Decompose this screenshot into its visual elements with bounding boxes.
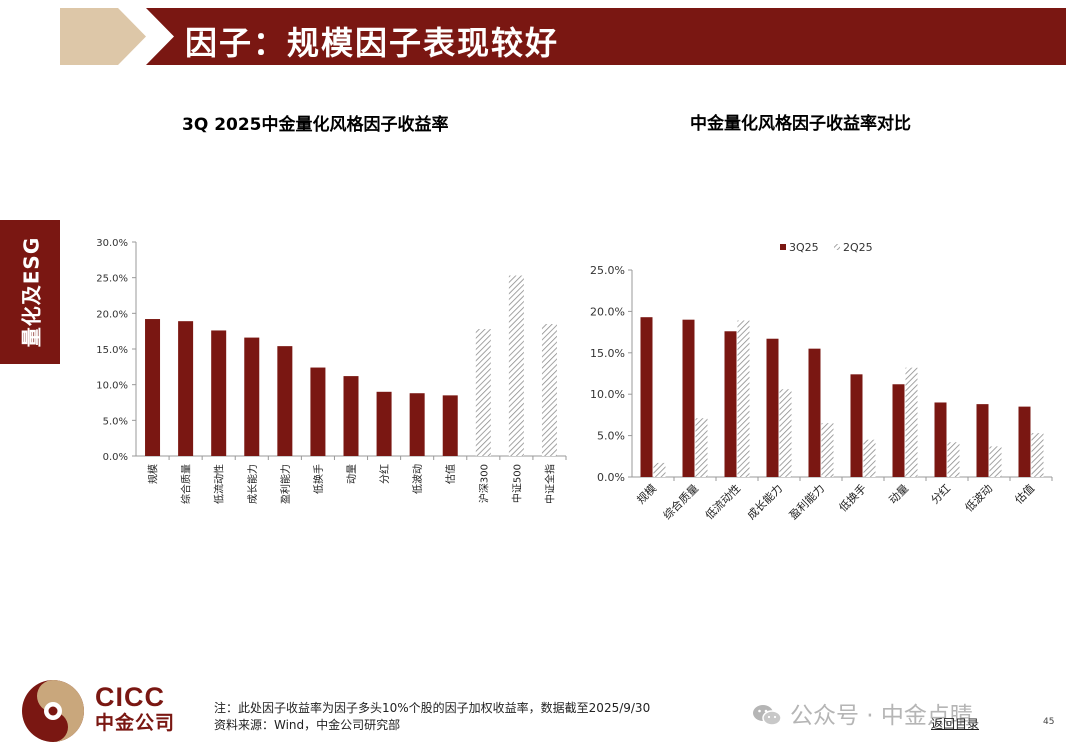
- chart2-factor-returns-comparison: 3Q25 2Q25 0.0% 5.0% 10.0% 15.0% 20.0% 25.0% 规模 综合…: [590, 241, 1053, 522]
- chart1-bar: [145, 319, 161, 456]
- chart2-x-label: 成长能力: [744, 481, 785, 522]
- chart1-bar: [211, 330, 227, 456]
- chart2-x-label: 低波动: [963, 482, 996, 515]
- chart1-x-label: 低换手: [312, 464, 325, 494]
- chart2-x-label: 估值: [1012, 482, 1037, 507]
- chart2-bar-2q25: [1031, 433, 1044, 477]
- cicc-logo-icon: [22, 680, 84, 742]
- chart1-bar: [310, 367, 326, 456]
- data-source: 资料来源：Wind，中金公司研究部: [214, 718, 401, 732]
- chart1-x-label: 沪深300: [477, 464, 490, 503]
- chart1-bar: [244, 337, 260, 456]
- chart2-y-tick-label: 15.0%: [590, 347, 625, 360]
- chart2-bar-3q25: [850, 374, 863, 477]
- chart2-x-label: 分红: [928, 482, 953, 507]
- chart2-bar-2q25: [905, 367, 918, 477]
- chart1-bar: [541, 324, 557, 456]
- logo-text-cn: 中金公司: [95, 712, 176, 734]
- back-to-contents-link[interactable]: 返回目录: [931, 717, 980, 731]
- chart1-y-tick-label: 25.0%: [96, 274, 128, 285]
- watermark-text: 公众号 · 中金点睛: [790, 703, 973, 729]
- chart2-bar-2q25: [989, 446, 1002, 477]
- chart1-y-tick-label: 20.0%: [96, 309, 128, 320]
- chart1-y-tick-label: 15.0%: [96, 345, 128, 356]
- chart1-y-tick-label: 0.0%: [103, 452, 128, 463]
- title-bar: 因子：规模因子表现较好: [0, 8, 1066, 65]
- chart2-x-label: 盈利能力: [786, 481, 827, 522]
- logo-text-en: CICC: [95, 682, 165, 712]
- chart1-x-label: 低波动: [411, 464, 424, 494]
- chart1-x-label: 盈利能力: [279, 464, 292, 504]
- chart1-x-label: 中证全指: [543, 464, 556, 504]
- chart2-bar-3q25: [976, 404, 989, 477]
- chart2-bar-3q25: [934, 402, 947, 477]
- chart2-bar-3q25: [808, 348, 821, 477]
- chart1-x-label: 低流动性: [213, 464, 226, 504]
- chart2-y-tick-label: 0.0%: [597, 471, 625, 484]
- chart1-y-tick-label: 30.0%: [96, 238, 128, 249]
- chart2-legend-label-2q25: 2Q25: [843, 241, 873, 254]
- chart2-legend-label-3q25: 3Q25: [789, 241, 819, 254]
- chart2-bar-3q25: [766, 338, 779, 477]
- chart2-bar-3q25: [892, 384, 905, 477]
- chart2-bar-2q25: [947, 442, 960, 477]
- chart2-x-label: 规模: [634, 481, 659, 506]
- chart2-bar-3q25: [1018, 406, 1031, 477]
- chart2-bar-2q25: [821, 423, 834, 477]
- chart1-bar: [376, 391, 392, 456]
- chart1-x-label: 规模: [147, 464, 160, 484]
- chart1-x-label: 分红: [378, 464, 391, 484]
- chart2-y-tick-label: 10.0%: [590, 388, 625, 401]
- watermark: 公众号 · 中金点睛: [752, 696, 973, 730]
- chart2-bar-2q25: [737, 320, 750, 477]
- chart2-bar-3q25: [682, 319, 695, 477]
- chart2-bar-2q25: [653, 462, 666, 477]
- chart2-bar-2q25: [779, 389, 792, 477]
- chart2-y-tick-label: 25.0%: [590, 264, 625, 277]
- chart2-legend-swatch-3q25: [780, 244, 786, 250]
- chart1-factor-returns: 0.0% 5.0% 10.0% 15.0% 20.0% 25.0% 30.0% 规模 综合质量 低…: [96, 238, 567, 504]
- chart2-title: 中金量化风格因子收益率对比: [690, 114, 911, 134]
- footnote: 注：此处因子收益率为因子多头10%个股的因子加权收益率，数据截至2025/9/3…: [214, 701, 651, 715]
- chart1-bar: [277, 346, 293, 456]
- chart1-x-label: 成长能力: [246, 464, 259, 504]
- chart1-x-label: 中证500: [510, 464, 523, 503]
- chart1-bar: [409, 393, 425, 456]
- chart2-x-label: 动量: [886, 482, 911, 507]
- chart2-y-tick-label: 20.0%: [590, 305, 625, 318]
- chart1-x-label: 动量: [346, 464, 358, 484]
- chart1-y-tick-label: 5.0%: [103, 416, 128, 427]
- chart1-y-tick-label: 10.0%: [96, 381, 128, 392]
- chart1-x-label: 综合质量: [180, 464, 193, 504]
- chart2-x-label: 低流动性: [702, 481, 743, 522]
- chart2-bar-2q25: [863, 439, 876, 477]
- side-section-tab-label: 量化及ESG: [19, 236, 44, 348]
- page-title: 因子：规模因子表现较好: [185, 24, 560, 62]
- chart2-x-label: 低换手: [836, 481, 869, 514]
- title-bar-shape: [60, 8, 1066, 65]
- chart1-title: 3Q 2025中金量化风格因子收益率: [182, 115, 449, 135]
- chart2-y-tick-label: 5.0%: [597, 430, 625, 443]
- chart1-x-label: 估值: [444, 464, 457, 484]
- chart2-legend-swatch-2q25: [834, 244, 840, 250]
- chart1-bar: [343, 376, 359, 456]
- wechat-icon: [753, 705, 782, 726]
- chart2-x-label: 综合质量: [660, 481, 701, 522]
- chart1-bar: [178, 321, 194, 456]
- chart2-bar-2q25: [695, 418, 708, 477]
- chart1-bar: [508, 275, 524, 456]
- side-section-tab[interactable]: 量化及ESG: [0, 220, 60, 364]
- chart1-bar: [442, 395, 458, 456]
- page-number: 45: [1043, 717, 1055, 727]
- chart2-bar-3q25: [640, 317, 653, 477]
- chart2-bar-3q25: [724, 331, 737, 477]
- chart1-bar: [475, 329, 491, 456]
